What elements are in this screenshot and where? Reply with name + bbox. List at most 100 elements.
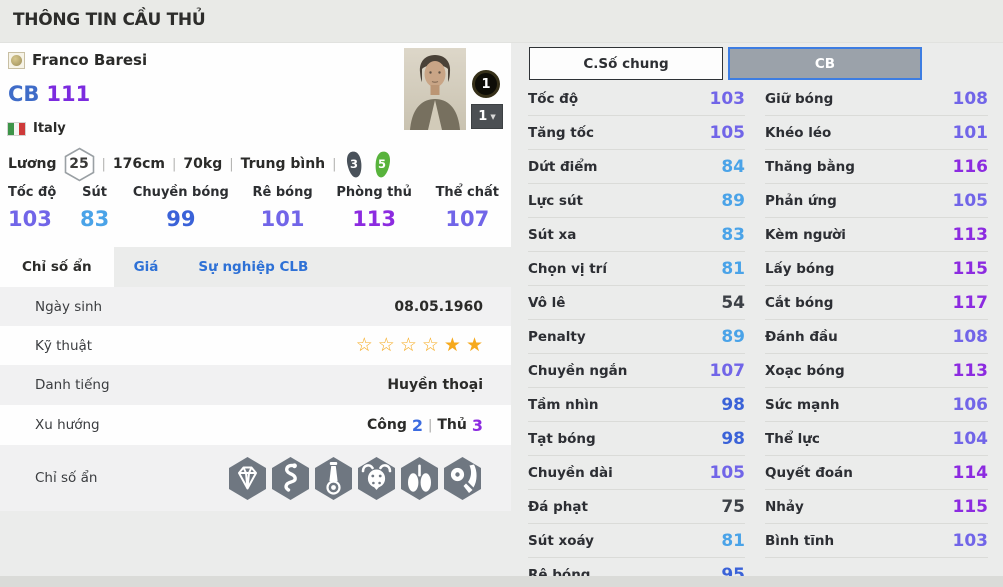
stat-label: Nhảy (765, 498, 804, 515)
right-panel-tab[interactable]: C.Số chung (529, 47, 723, 80)
stat-value: 105 (952, 190, 989, 211)
stat-row: Chọn vị trí 81 (528, 252, 745, 286)
stat-value: 98 (721, 428, 745, 449)
stat-label: Lực sút (528, 192, 584, 209)
player-body-type: Trung bình (240, 156, 326, 172)
summary-stat-label: Phòng thủ (336, 185, 412, 200)
stat-label: Penalty (528, 328, 586, 345)
stat-value: 108 (952, 88, 989, 109)
separator: | (427, 417, 433, 433)
stat-value: 105 (709, 122, 746, 143)
stat-row: Dứt điểm 84 (528, 150, 745, 184)
stat-value: 113 (952, 224, 989, 245)
left-panel-tab[interactable]: Sự nghiệp CLB (198, 259, 309, 275)
stat-label: Sức mạnh (765, 396, 840, 413)
star-icon: ★ (465, 334, 483, 356)
right-tab-bar: C.Số chung CB (529, 47, 922, 80)
stat-value: 75 (721, 496, 745, 517)
stat-row: Tăng tốc 105 (528, 116, 745, 150)
summary-stat-value: 99 (166, 207, 196, 231)
stat-label: Vô lê (528, 294, 566, 311)
defense-value: 3 (471, 415, 483, 435)
stat-value: 116 (952, 156, 989, 177)
stat-value: 107 (709, 360, 746, 381)
salary-value: 25 (69, 156, 89, 172)
footer-strip (0, 576, 1003, 587)
stat-row: Chuyền ngắn 107 (528, 354, 745, 388)
separator: | (172, 156, 177, 172)
page-header: THÔNG TIN CẦU THỦ (0, 0, 1003, 43)
row-fame: Danh tiếng Huyền thoại (0, 365, 511, 405)
row-label: Kỹ thuật (35, 337, 93, 354)
right-panel-tab[interactable]: CB (728, 47, 922, 80)
summary-stat-value: 107 (445, 207, 490, 231)
info-table: Ngày sinh 08.05.1960 Kỹ thuật ☆ ☆ ☆ ☆ ★ ★ Dan… (0, 287, 511, 511)
player-nation: Italy (33, 121, 66, 136)
player-photo (404, 48, 466, 130)
star-icon: ☆ (421, 334, 439, 356)
stat-value: 89 (721, 326, 745, 347)
left-panel-tab[interactable]: Giá (133, 259, 159, 275)
player-name-row: Franco Baresi (8, 51, 147, 69)
stat-label: Giữ bóng (765, 90, 834, 107)
stat-label: Cắt bóng (765, 294, 834, 311)
stat-row: Sút xa 83 (528, 218, 745, 252)
stat-row: Đánh đầu 108 (765, 320, 988, 354)
star-icon: ☆ (377, 334, 395, 356)
stat-value: 81 (721, 258, 745, 279)
player-rating: 111 (46, 82, 91, 106)
stat-label: Chuyền ngắn (528, 362, 628, 379)
stat-row: Nhảy 115 (765, 490, 988, 524)
stat-label: Thể lực (765, 430, 820, 447)
row-label: Xu hướng (35, 417, 100, 433)
stat-row: Giữ bóng 108 (765, 82, 988, 116)
stat-row: Bình tĩnh 103 (765, 524, 988, 558)
stat-label: Kèm người (765, 226, 846, 243)
coin-icon (11, 54, 22, 66)
stat-label: Thăng bằng (765, 158, 855, 175)
summary-stat-value: 113 (352, 207, 397, 231)
stat-label: Sút xa (528, 226, 577, 243)
stat-row: Thể lực 104 (765, 422, 988, 456)
stat-label: Phản ứng (765, 192, 837, 209)
stat-row: Sút xoáy 81 (528, 524, 745, 558)
stat-label: Khéo léo (765, 124, 832, 141)
stat-row: Sức mạnh 106 (765, 388, 988, 422)
tendency-value: Công 2 | Thủ 3 (367, 416, 483, 435)
stat-value: 115 (952, 496, 989, 517)
season-badge-icon (8, 51, 25, 69)
player-name: Franco Baresi (32, 51, 148, 69)
player-card: Franco Baresi CB 111 Italy Lương 25 | 17… (0, 43, 511, 511)
summary-stat: Chuyền bóng 99 (133, 185, 229, 231)
left-panel-tab[interactable]: Chỉ số ẩn (0, 247, 114, 287)
fame-value: Huyền thoại (387, 377, 483, 393)
kick-icon (442, 456, 483, 501)
level-dropdown[interactable]: 1 ▼ (471, 104, 503, 129)
summary-stat: Tốc độ 103 (8, 185, 56, 231)
hidden-stat-icons (227, 456, 483, 501)
stat-value: 103 (709, 88, 746, 109)
star-icon: ☆ (355, 334, 373, 356)
stat-label: Đá phạt (528, 498, 588, 515)
separator: | (332, 156, 337, 172)
detailed-stats-column-2: Giữ bóng 108 Khéo léo 101 Thăng bằng 116… (765, 82, 988, 558)
stat-row: Phản ứng 105 (765, 184, 988, 218)
stat-label: Bình tĩnh (765, 532, 835, 549)
snake-icon (270, 456, 311, 501)
position-rating-row: CB 111 (8, 82, 90, 106)
lighthouse-icon (313, 456, 354, 501)
stat-label: Sút xoáy (528, 532, 594, 549)
summary-stat-label: Rê bóng (252, 185, 313, 200)
stat-value: 83 (721, 224, 745, 245)
stat-label: Tốc độ (528, 90, 579, 107)
summary-stat-value: 101 (260, 207, 305, 231)
level-dropdown-value: 1 (478, 109, 488, 124)
stat-label: Chuyền dài (528, 464, 613, 481)
stat-label: Tạt bóng (528, 430, 596, 447)
salary-row: Lương 25 | 176cm | 70kg | Trung bình | 3… (8, 146, 393, 182)
skill-stars: ☆ ☆ ☆ ☆ ★ ★ (356, 336, 483, 355)
stat-row: Lực sút 89 (528, 184, 745, 218)
stat-row: Cắt bóng 117 (765, 286, 988, 320)
stat-row: Tạt bóng 98 (528, 422, 745, 456)
birth-date-value: 08.05.1960 (394, 298, 483, 315)
